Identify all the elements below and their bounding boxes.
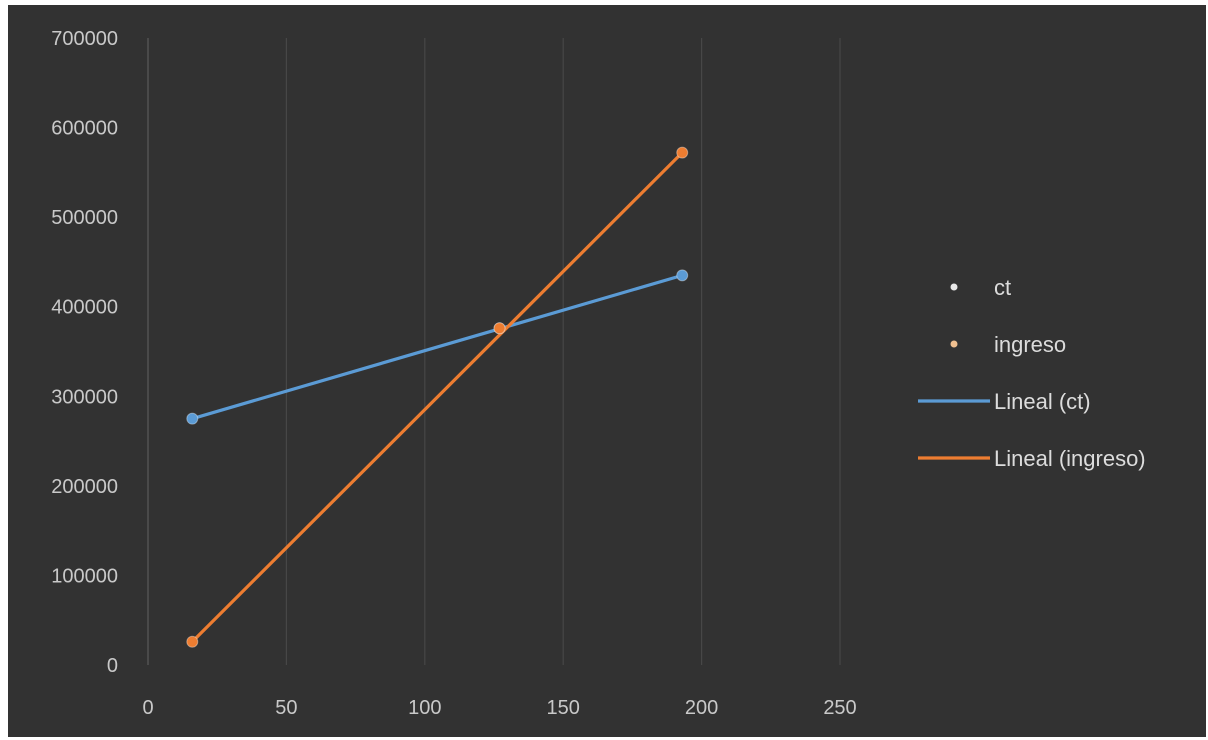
y-tick-label: 300000 xyxy=(51,386,118,408)
data-point xyxy=(186,412,199,425)
y-tick-label: 100000 xyxy=(51,565,118,587)
data-point xyxy=(676,269,689,282)
axes: 0 100000 200000 300000 400000 500000 600000 700… xyxy=(51,28,856,719)
data-point xyxy=(493,322,506,335)
y-tick-label: 700000 xyxy=(51,28,118,50)
y-tick-label: 200000 xyxy=(51,476,118,498)
data-point xyxy=(676,146,689,159)
x-tick-label: 250 xyxy=(823,697,856,719)
legend-label: ingreso xyxy=(994,332,1066,357)
y-tick-label: 500000 xyxy=(51,207,118,229)
x-tick-label: 150 xyxy=(547,697,580,719)
x-tick-label: 200 xyxy=(685,697,718,719)
plot-series xyxy=(186,146,689,648)
x-tick-label: 50 xyxy=(275,697,297,719)
legend-label: Lineal (ct) xyxy=(994,389,1091,414)
chart-area xyxy=(8,5,1206,737)
y-tick-label: 0 xyxy=(107,655,118,677)
trendline xyxy=(190,273,684,421)
y-tick-label: 600000 xyxy=(51,118,118,140)
legend-marker xyxy=(950,340,958,348)
y-tick-label: 400000 xyxy=(51,297,118,319)
legend-label: Lineal (ingreso) xyxy=(994,446,1146,471)
x-tick-label: 0 xyxy=(142,697,153,719)
data-point xyxy=(186,635,199,648)
legend-marker xyxy=(950,283,958,291)
legend-label: ct xyxy=(994,275,1011,300)
trendline xyxy=(190,151,684,644)
legend: ct ingreso Lineal (ct) Lineal (ingreso) xyxy=(918,275,1146,471)
gridlines xyxy=(285,38,841,665)
x-tick-label: 100 xyxy=(408,697,441,719)
